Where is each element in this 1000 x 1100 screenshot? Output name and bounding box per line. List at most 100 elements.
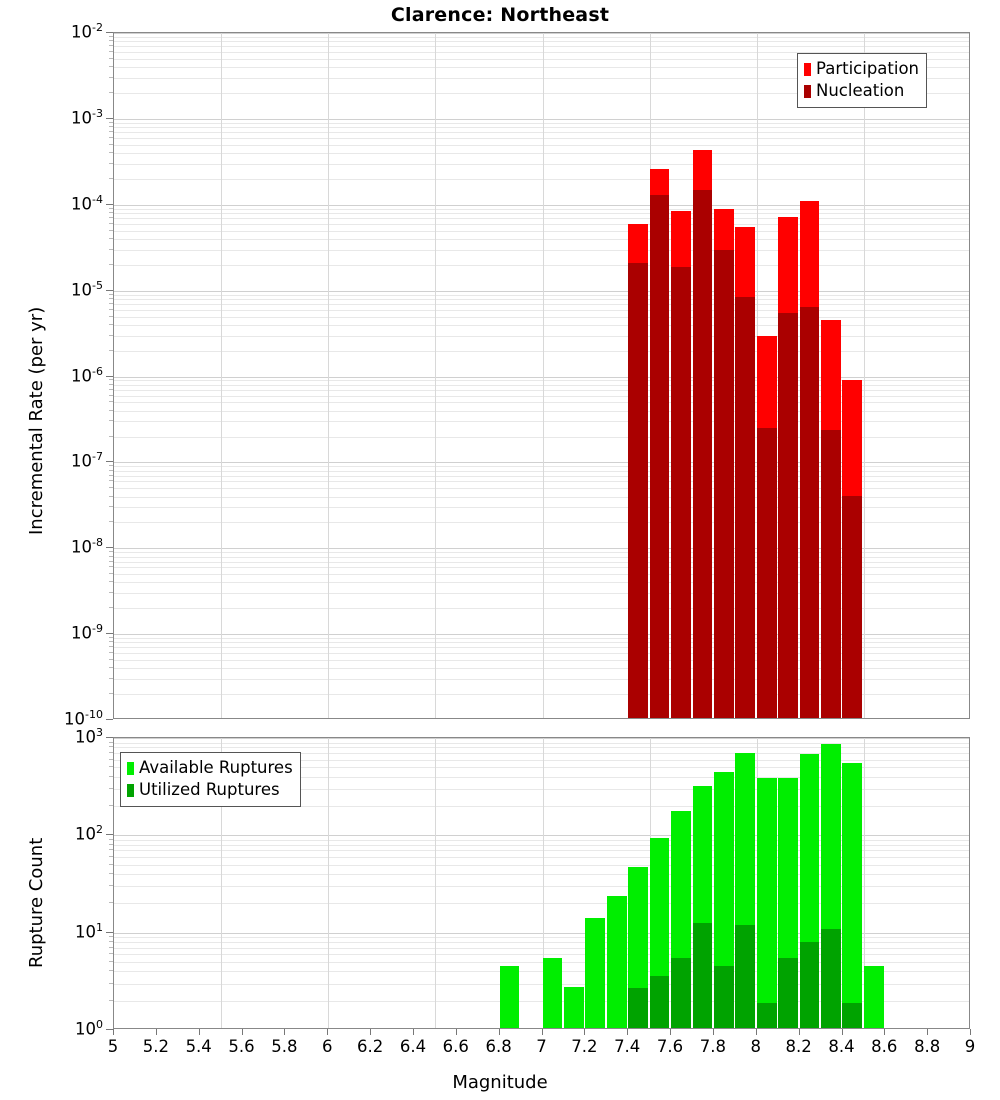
x-tick-label: 8 (750, 1037, 762, 1056)
bar-segment-outer (499, 966, 520, 1028)
bar (735, 753, 756, 1028)
gridline-minor (114, 132, 969, 134)
y-tickmark-minor (109, 334, 113, 336)
y-tickmark-minor (109, 237, 113, 239)
top-y-axis-label: Incremental Rate (per yr) (26, 306, 47, 535)
y-tickmark-minor (109, 607, 113, 609)
y-tickmark-minor (109, 863, 113, 865)
y-tickmark-minor (109, 646, 113, 648)
y-tick-label: 10-7 (71, 450, 103, 471)
legend-label: Available Ruptures (139, 757, 293, 777)
x-tickmark (327, 1029, 329, 1035)
bar (799, 201, 820, 718)
y-tickmark-minor (109, 207, 113, 209)
gridline-minor (114, 488, 969, 490)
bar (606, 895, 627, 1028)
y-tickmark-minor (109, 263, 113, 265)
gridline-minor (114, 903, 969, 905)
bar (713, 208, 734, 718)
x-tick-label: 8.6 (871, 1037, 898, 1056)
y-tickmark-minor (109, 131, 113, 133)
y-tickmark-minor (109, 766, 113, 768)
gridline-minor (114, 294, 969, 296)
bar (649, 838, 670, 1028)
gridline-vertical (221, 33, 223, 718)
y-tickmark (106, 32, 113, 33)
gridline-minor (114, 395, 969, 397)
y-tickmark-minor (109, 999, 113, 1001)
gridline-minor (114, 303, 969, 305)
y-tickmark-minor (109, 787, 113, 789)
y-tickmark-minor (109, 667, 113, 669)
y-tickmark-minor (109, 136, 113, 138)
x-tick-label: 5.8 (271, 1037, 298, 1056)
gridline-minor (114, 647, 969, 649)
gridline-minor (114, 679, 969, 680)
gridline-minor (114, 983, 969, 985)
gridline-minor (114, 316, 969, 318)
gridline-minor (114, 971, 969, 973)
gridline-minor (114, 122, 969, 124)
y-tickmark-minor (109, 902, 113, 904)
x-tick-label: 7.2 (571, 1037, 598, 1056)
x-tick-label: 7.4 (614, 1037, 641, 1056)
incremental-rate-plot (113, 32, 970, 719)
legend-swatch (127, 761, 134, 775)
x-tick-label: 6.2 (356, 1037, 384, 1056)
y-tickmark (106, 1029, 113, 1030)
x-tickmark (541, 1029, 543, 1035)
bar-segment-inner (692, 189, 713, 718)
x-tickmark (198, 1029, 200, 1035)
x-tickmark (284, 1029, 286, 1035)
bar-segment-inner (756, 1002, 777, 1028)
bar-segment-inner (821, 429, 841, 718)
gridline-vertical (328, 33, 330, 718)
gridline-minor (114, 942, 969, 944)
y-tickmark (106, 719, 113, 720)
bar-segment-inner (842, 496, 863, 718)
y-tickmark-minor (109, 212, 113, 214)
bar (821, 319, 841, 718)
bar (778, 217, 799, 718)
bar-segment-outer (606, 895, 627, 1028)
y-tick-label: 10-10 (64, 708, 103, 729)
legend-row: Participation (804, 58, 919, 80)
gridline-minor (114, 567, 969, 569)
y-tickmark-minor (109, 143, 113, 145)
gridline-minor (114, 947, 969, 949)
gridline-minor (114, 324, 969, 326)
legend-label: Nucleation (816, 80, 905, 100)
gridline-minor (114, 58, 969, 60)
y-tick-label: 10-9 (71, 622, 103, 643)
gridline-minor (114, 552, 969, 554)
x-tick-label: 7 (536, 1037, 547, 1056)
bottom-y-axis-label: Rupture Count (26, 837, 47, 968)
gridline-vertical (435, 738, 437, 1028)
gridline-minor (114, 638, 969, 640)
y-tickmark-minor (109, 495, 113, 497)
y-tickmark-minor (109, 941, 113, 943)
y-tickmark-minor (109, 752, 113, 754)
x-tickmark (755, 1029, 757, 1035)
gridline-vertical (863, 738, 865, 1028)
gridline-minor (114, 144, 969, 146)
y-tickmark-minor (109, 474, 113, 476)
gridline-major (114, 738, 969, 739)
gridline-minor (114, 309, 969, 311)
gridline-minor (114, 806, 969, 807)
y-tickmark-minor (109, 45, 113, 47)
y-tickmark-minor (109, 573, 113, 575)
y-tickmark-minor (109, 873, 113, 875)
gridline-minor (114, 642, 969, 644)
y-tickmark-minor (109, 746, 113, 748)
gridline-minor (114, 776, 969, 778)
bar-segment-inner (671, 958, 691, 1028)
y-tickmark-minor (109, 177, 113, 179)
bar-segment-inner (778, 957, 799, 1028)
y-tickmark-minor (109, 637, 113, 639)
y-tickmark (106, 203, 113, 205)
gridline-minor (114, 856, 969, 858)
y-tickmark-minor (109, 506, 113, 508)
gridline-minor (114, 41, 969, 43)
y-tickmark-minor (109, 349, 113, 351)
